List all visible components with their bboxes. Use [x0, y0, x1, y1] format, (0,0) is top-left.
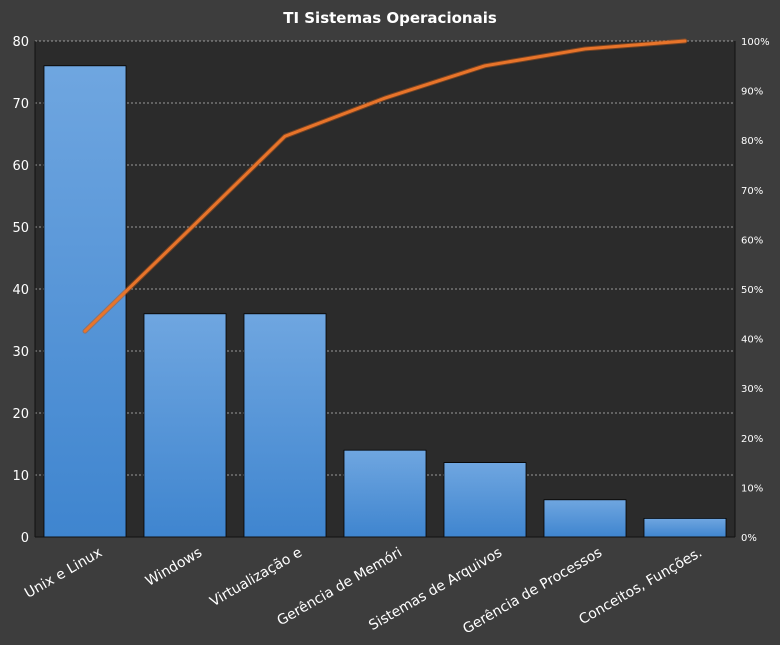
y-tick-label: 70 [12, 97, 29, 112]
y-tick-label: 0 [21, 531, 29, 546]
y2-tick-label: 10% [741, 483, 763, 494]
bar [144, 314, 226, 537]
y-tick-label: 20 [12, 407, 29, 422]
y2-tick-label: 60% [741, 235, 763, 246]
y2-tick-label: 50% [741, 285, 763, 296]
bar [244, 314, 326, 537]
bar [344, 450, 426, 537]
y2-tick-label: 100% [741, 37, 770, 48]
y-tick-label: 10 [12, 469, 29, 484]
y-tick-label: 30 [12, 345, 29, 360]
y2-tick-label: 40% [741, 335, 763, 346]
bar [644, 518, 726, 537]
y2-tick-label: 80% [741, 136, 763, 147]
y2-tick-label: 90% [741, 87, 763, 98]
y-tick-label: 60 [12, 159, 29, 174]
bar [444, 463, 526, 537]
y-tick-label: 50 [12, 221, 29, 236]
y-tick-label: 80 [12, 35, 29, 50]
bar [544, 500, 626, 537]
y-tick-label: 40 [12, 283, 29, 298]
y2-tick-label: 70% [741, 186, 763, 197]
y2-tick-label: 20% [741, 434, 763, 445]
y2-tick-label: 0% [741, 533, 757, 544]
chart-title: TI Sistemas Operacionais [283, 9, 497, 27]
y2-tick-label: 30% [741, 384, 763, 395]
